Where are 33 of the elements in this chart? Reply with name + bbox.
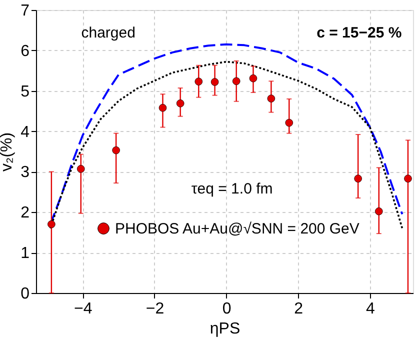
y-tick-label: 1 <box>20 245 30 262</box>
x-tick-label: 4 <box>366 300 375 318</box>
point <box>158 104 167 112</box>
point <box>354 174 362 182</box>
point <box>232 77 240 86</box>
point <box>285 118 294 127</box>
y-axis-title: v₂(%) <box>0 132 16 172</box>
annotation: c = 15−25 % <box>316 24 402 42</box>
x-tick-label: 0 <box>222 300 232 318</box>
point <box>249 74 258 82</box>
annotation: τeq = 1.0 fm <box>191 180 273 198</box>
y-tick-label: 7 <box>20 2 30 20</box>
y-tick-label: 0 <box>20 286 30 302</box>
point <box>76 164 85 173</box>
y-tick-label: 2 <box>20 204 30 222</box>
legend-label: PHOBOS Au+Au@√SNN = 200 GeV <box>115 220 360 238</box>
point <box>194 78 203 86</box>
point <box>374 207 383 216</box>
x-axis-title: ηPS <box>210 320 240 338</box>
y-tick-label: 3 <box>20 164 30 182</box>
point <box>210 78 219 86</box>
point <box>48 220 56 228</box>
point <box>112 146 120 154</box>
y-tick-label: 5 <box>20 83 30 100</box>
x-tick-label: −2 <box>146 300 164 318</box>
point <box>176 99 184 108</box>
annotation: charged <box>81 24 136 42</box>
x-tick-label: −4 <box>74 300 92 318</box>
point <box>267 94 276 102</box>
y-tick-label: 6 <box>20 42 30 60</box>
y-tick-label: 4 <box>20 124 30 141</box>
point <box>404 174 412 182</box>
x-tick-label: 2 <box>294 300 304 318</box>
